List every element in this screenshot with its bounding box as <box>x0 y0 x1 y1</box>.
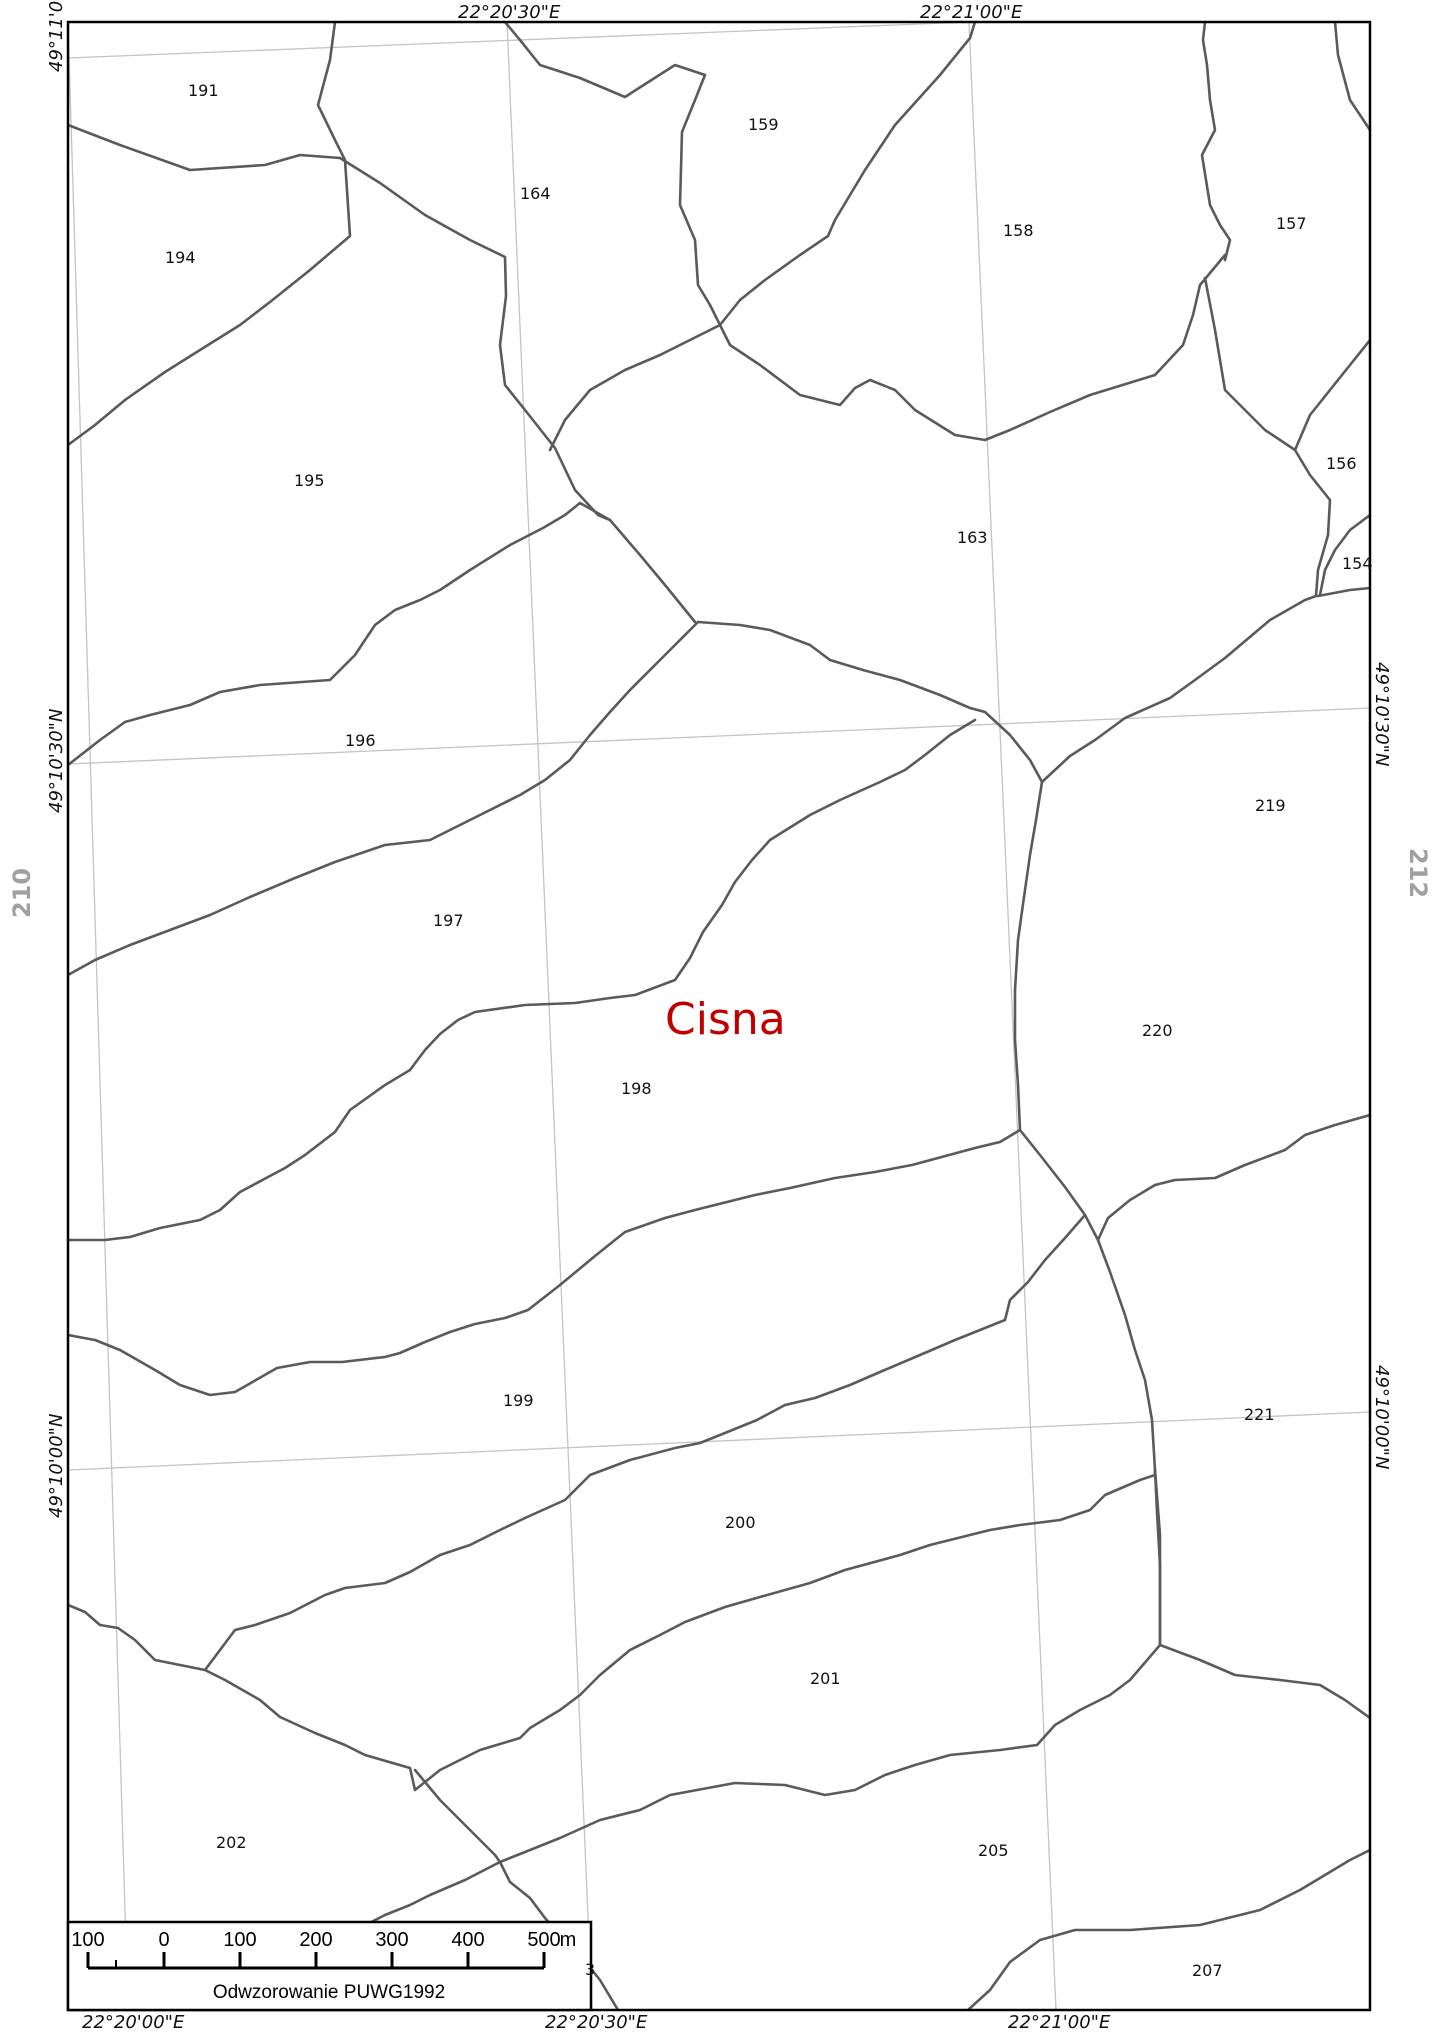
parallel-line-3 <box>68 1411 1370 1471</box>
meridian-line-2 <box>506 22 593 2010</box>
projection-label: Odwzorowanie PUWG1992 <box>213 1982 445 2003</box>
scalebar-tick-label-5: 400 <box>451 1929 484 1951</box>
meridian-line-1 <box>68 22 129 2010</box>
scalebar-tick-label-6: 500 <box>527 1929 560 1951</box>
parcel-label-191: 191 <box>188 81 219 100</box>
left-latitude-label-2: 49°10'30"N <box>46 709 67 813</box>
adjacent-sheet-left: 210 <box>8 868 36 918</box>
parcel-label-207: 207 <box>1192 1961 1223 1980</box>
parcel-label-200: 200 <box>725 1513 756 1532</box>
parcel-label-203-partial: 3 <box>585 1960 595 1979</box>
parcel-label-157: 157 <box>1276 214 1307 233</box>
right-latitude-label-2: 49°10'00"N <box>1371 1365 1392 1469</box>
scalebar-tick-label-2: 100 <box>223 1929 256 1951</box>
top-longitude-label-1: 22°20'30"E <box>458 2 561 23</box>
parcel-label-219: 219 <box>1255 796 1286 815</box>
parcel-label-159: 159 <box>748 115 779 134</box>
parcel-label-164: 164 <box>520 184 551 203</box>
parcel-label-154: 154 <box>1342 554 1373 573</box>
parcel-label-196: 196 <box>345 731 376 750</box>
scalebar-box <box>66 1920 593 2012</box>
meridian-line-3 <box>968 22 1057 2010</box>
bottom-longitude-label-2: 22°21'00"E <box>1008 2012 1111 2033</box>
scalebar-tick-label-1: 0 <box>158 1929 169 1951</box>
parcel-label-201: 201 <box>810 1669 841 1688</box>
parcel-label-202: 202 <box>216 1833 247 1852</box>
bottom-longitude-label-1: 22°20'30"E <box>545 2012 648 2033</box>
place-name-label: Cisna <box>665 994 786 1045</box>
parcel-label-198: 198 <box>621 1079 652 1098</box>
scalebar-tick-label-3: 200 <box>299 1929 332 1951</box>
scalebar-unit: m <box>560 1929 577 1951</box>
right-latitude-label-1: 49°10'30"N <box>1371 662 1392 766</box>
left-latitude-label-1: 49°11'00"N <box>46 0 67 72</box>
parallel-line-2 <box>68 707 1370 765</box>
adjacent-sheet-right: 212 <box>1404 848 1432 898</box>
scalebar: 3 100 0 100 200 300 400 500 m Odwzorowan… <box>66 1920 595 2012</box>
scalebar-tick-label-4: 300 <box>375 1929 408 1951</box>
parcel-label-197: 197 <box>433 911 464 930</box>
parcel-label-221: 221 <box>1244 1405 1275 1424</box>
scalebar-tick-label-0: 100 <box>71 1929 104 1951</box>
parcel-label-199: 199 <box>503 1391 534 1410</box>
bottom-longitude-label-0: 22°20'00"E <box>82 2012 185 2033</box>
parcel-label-194: 194 <box>165 248 196 267</box>
parcel-label-158: 158 <box>1003 221 1034 240</box>
graticule <box>68 22 1370 2010</box>
parcel-label-163: 163 <box>957 528 988 547</box>
parcel-label-220: 220 <box>1142 1021 1173 1040</box>
scalebar-ticks <box>86 1952 546 1968</box>
top-longitude-label-2: 22°21'00"E <box>920 2 1023 23</box>
parcel-labels: 191 159 164 158 157 194 195 156 163 154 … <box>165 81 1373 1980</box>
parcel-label-195: 195 <box>294 471 325 490</box>
left-latitude-label-3: 49°10'00"N <box>46 1414 67 1518</box>
map-frame <box>66 20 1372 2012</box>
parcel-label-205: 205 <box>978 1841 1009 1860</box>
parcel-label-156: 156 <box>1326 454 1357 473</box>
